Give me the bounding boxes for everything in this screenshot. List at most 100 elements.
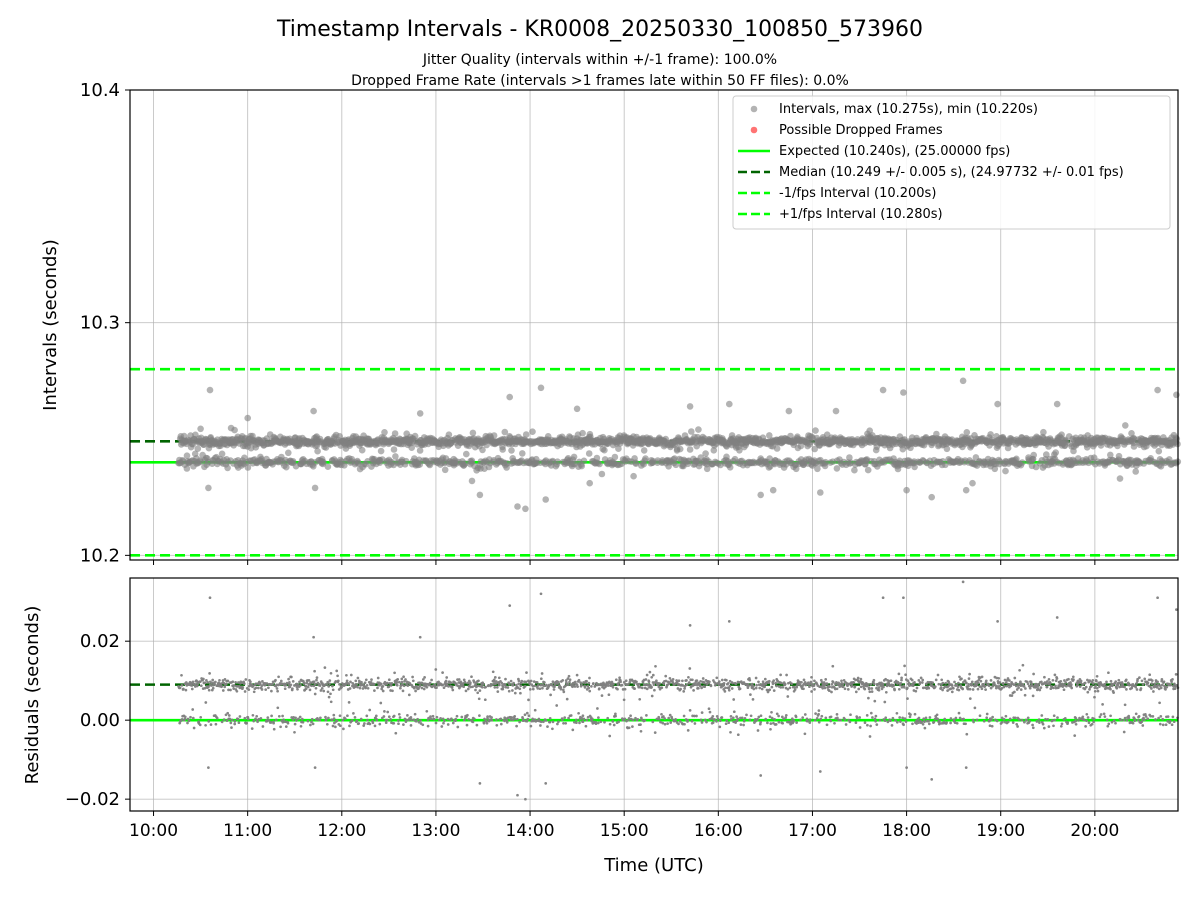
data-point: [687, 681, 691, 684]
data-point: [579, 429, 586, 437]
data-point: [893, 688, 896, 692]
data-point: [507, 689, 511, 693]
data-point: [1004, 714, 1008, 718]
outlier-point: [964, 766, 968, 769]
data-point: [394, 731, 398, 735]
data-point: [627, 726, 631, 730]
data-point: [320, 458, 327, 466]
data-point: [1125, 719, 1129, 722]
outlier-point: [1175, 608, 1178, 611]
data-point: [1054, 684, 1057, 688]
data-point: [371, 721, 375, 725]
data-point: [769, 727, 772, 731]
data-point: [777, 714, 780, 718]
data-point: [224, 464, 231, 472]
data-point: [921, 678, 925, 682]
data-point: [724, 722, 728, 726]
data-point: [713, 718, 716, 721]
data-point: [1051, 686, 1055, 690]
data-point: [215, 716, 219, 720]
outlier-point: [832, 407, 840, 415]
data-point: [864, 466, 872, 474]
data-point: [197, 425, 204, 433]
data-point: [493, 676, 497, 679]
data-point: [622, 698, 626, 702]
data-point: [289, 683, 293, 687]
data-point: [596, 721, 600, 725]
data-point: [370, 678, 373, 681]
data-point: [409, 715, 413, 719]
data-point: [784, 716, 788, 719]
data-point: [643, 719, 647, 722]
legend: Intervals, max (10.275s), min (10.220s) …: [732, 95, 1171, 230]
data-point: [932, 720, 936, 724]
outlier-point: [1173, 391, 1180, 399]
legend-label-median: Median (10.249 +/- 0.005 s), (24.97732 +…: [779, 165, 1124, 180]
data-point: [833, 465, 841, 472]
data-point: [1158, 701, 1161, 705]
data-point: [1153, 682, 1157, 686]
data-point: [429, 717, 433, 721]
data-point: [204, 723, 207, 727]
data-point: [1105, 718, 1109, 722]
data-point: [255, 714, 259, 718]
data-point: [1076, 683, 1079, 687]
data-point: [647, 680, 651, 684]
data-point: [235, 689, 239, 693]
data-point: [781, 721, 785, 725]
data-point: [564, 721, 568, 725]
data-point: [392, 721, 396, 725]
data-point: [581, 720, 585, 724]
data-point: [639, 729, 643, 733]
outlier-point: [818, 770, 822, 773]
data-point: [332, 713, 336, 717]
data-point: [395, 683, 399, 687]
data-point: [989, 679, 993, 682]
data-point: [575, 673, 579, 677]
outlier-point: [727, 620, 731, 623]
data-point: [697, 686, 700, 690]
data-point: [571, 728, 575, 732]
data-point: [358, 446, 366, 454]
data-point: [995, 719, 999, 723]
data-point: [943, 445, 951, 453]
data-point: [245, 721, 248, 725]
data-point: [1173, 687, 1177, 691]
outlier-point: [961, 580, 965, 584]
data-point: [364, 686, 368, 690]
data-point: [294, 716, 297, 720]
data-point: [725, 719, 729, 723]
data-point: [211, 686, 215, 690]
data-point: [701, 677, 705, 680]
data-point: [715, 715, 719, 718]
data-point: [813, 718, 817, 722]
data-point: [623, 687, 627, 691]
data-point: [499, 717, 503, 721]
data-point: [293, 722, 297, 726]
data-point: [435, 715, 439, 719]
data-point: [312, 680, 316, 684]
data-point: [456, 725, 460, 729]
data-point: [568, 680, 571, 684]
data-point: [477, 679, 480, 683]
data-point: [1069, 683, 1073, 686]
data-point: [392, 453, 399, 460]
data-point: [590, 717, 594, 721]
data-point: [849, 713, 852, 717]
data-point: [1064, 681, 1068, 684]
data-point: [211, 678, 215, 682]
data-point: [1079, 679, 1083, 683]
data-point: [844, 723, 848, 726]
data-point: [257, 686, 260, 690]
data-point: [366, 686, 370, 690]
data-point: [768, 688, 772, 692]
data-point: [863, 687, 867, 691]
data-point: [740, 716, 744, 720]
data-point: [490, 718, 494, 722]
data-point: [815, 716, 819, 720]
data-point: [732, 710, 736, 714]
data-point: [1051, 678, 1055, 682]
data-point: [786, 695, 790, 698]
data-point: [187, 719, 191, 723]
data-point: [569, 714, 573, 717]
